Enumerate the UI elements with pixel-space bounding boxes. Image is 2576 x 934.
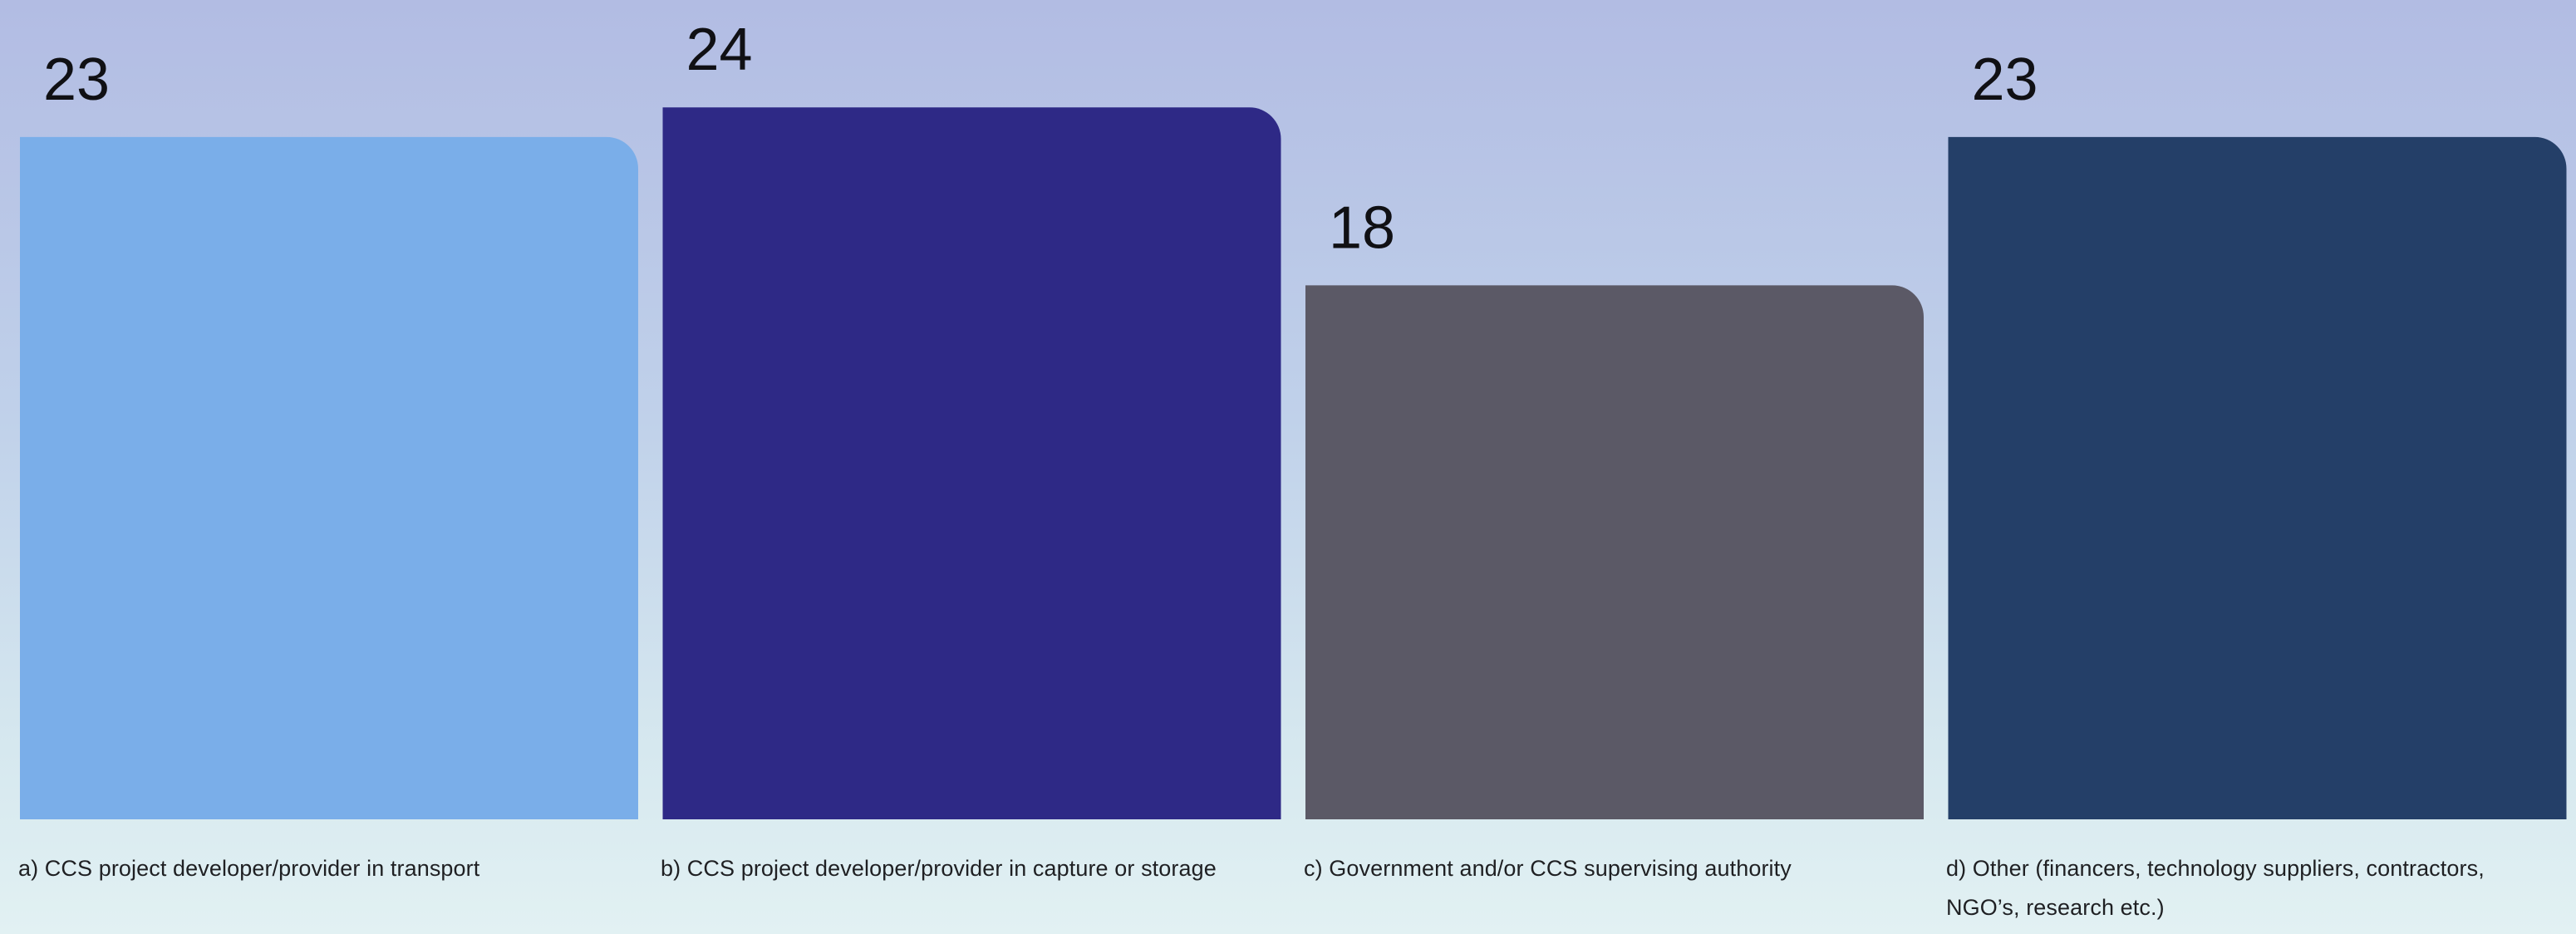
value-label-b: 24 bbox=[686, 17, 753, 83]
value-label-c: 18 bbox=[1329, 194, 1395, 261]
category-label-b: b) CCS project developer/provider in cap… bbox=[661, 856, 1217, 881]
value-label-d: 23 bbox=[1972, 47, 2038, 113]
bar-c bbox=[1305, 285, 1924, 819]
category-label-c: c) Government and/or CCS supervising aut… bbox=[1304, 856, 1792, 881]
bar-b bbox=[662, 107, 1281, 819]
category-label-a: a) CCS project developer/provider in tra… bbox=[18, 856, 480, 881]
value-label-a: 23 bbox=[43, 47, 110, 113]
bar-d bbox=[1948, 136, 2567, 819]
bar-a bbox=[20, 136, 638, 819]
category-label-d: d) Other (financers, technology supplier… bbox=[1946, 856, 2485, 920]
